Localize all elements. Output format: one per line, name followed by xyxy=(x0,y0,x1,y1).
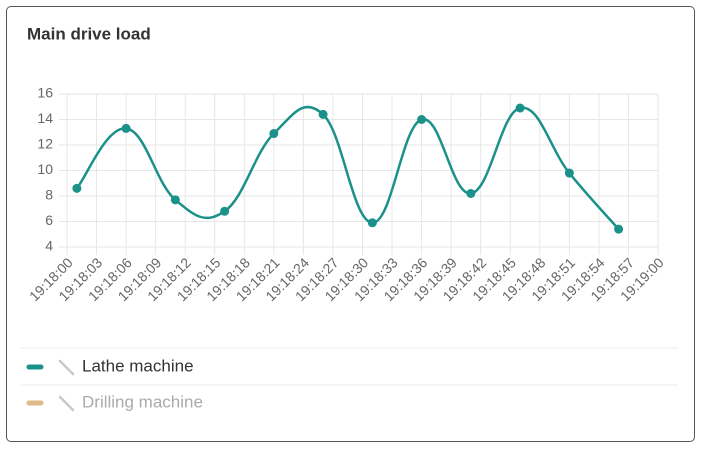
point xyxy=(614,224,624,234)
legend-label[interactable]: Drilling machine xyxy=(82,392,203,411)
y-tick-label: 8 xyxy=(45,187,53,203)
card xyxy=(6,6,695,442)
point xyxy=(269,129,279,139)
y-tick-label: 6 xyxy=(45,212,53,228)
point xyxy=(367,218,377,228)
point xyxy=(466,188,476,198)
y-tick-label: 4 xyxy=(45,238,53,254)
y-tick-label: 14 xyxy=(37,110,53,126)
point xyxy=(515,103,525,113)
line xyxy=(75,105,620,230)
chart-title: Main drive load xyxy=(27,24,151,43)
point xyxy=(417,115,427,124)
point xyxy=(318,109,328,119)
point xyxy=(220,206,230,216)
y-tick-label: 16 xyxy=(37,85,53,101)
point xyxy=(121,123,131,133)
point xyxy=(170,195,180,205)
point xyxy=(72,183,82,193)
y-tick-label: 10 xyxy=(37,161,53,177)
wrench-icon xyxy=(58,359,75,376)
legend-label[interactable]: Lathe machine xyxy=(82,356,194,375)
y-tick-label: 12 xyxy=(37,136,53,152)
point xyxy=(564,168,574,178)
wrench-icon xyxy=(58,395,75,412)
